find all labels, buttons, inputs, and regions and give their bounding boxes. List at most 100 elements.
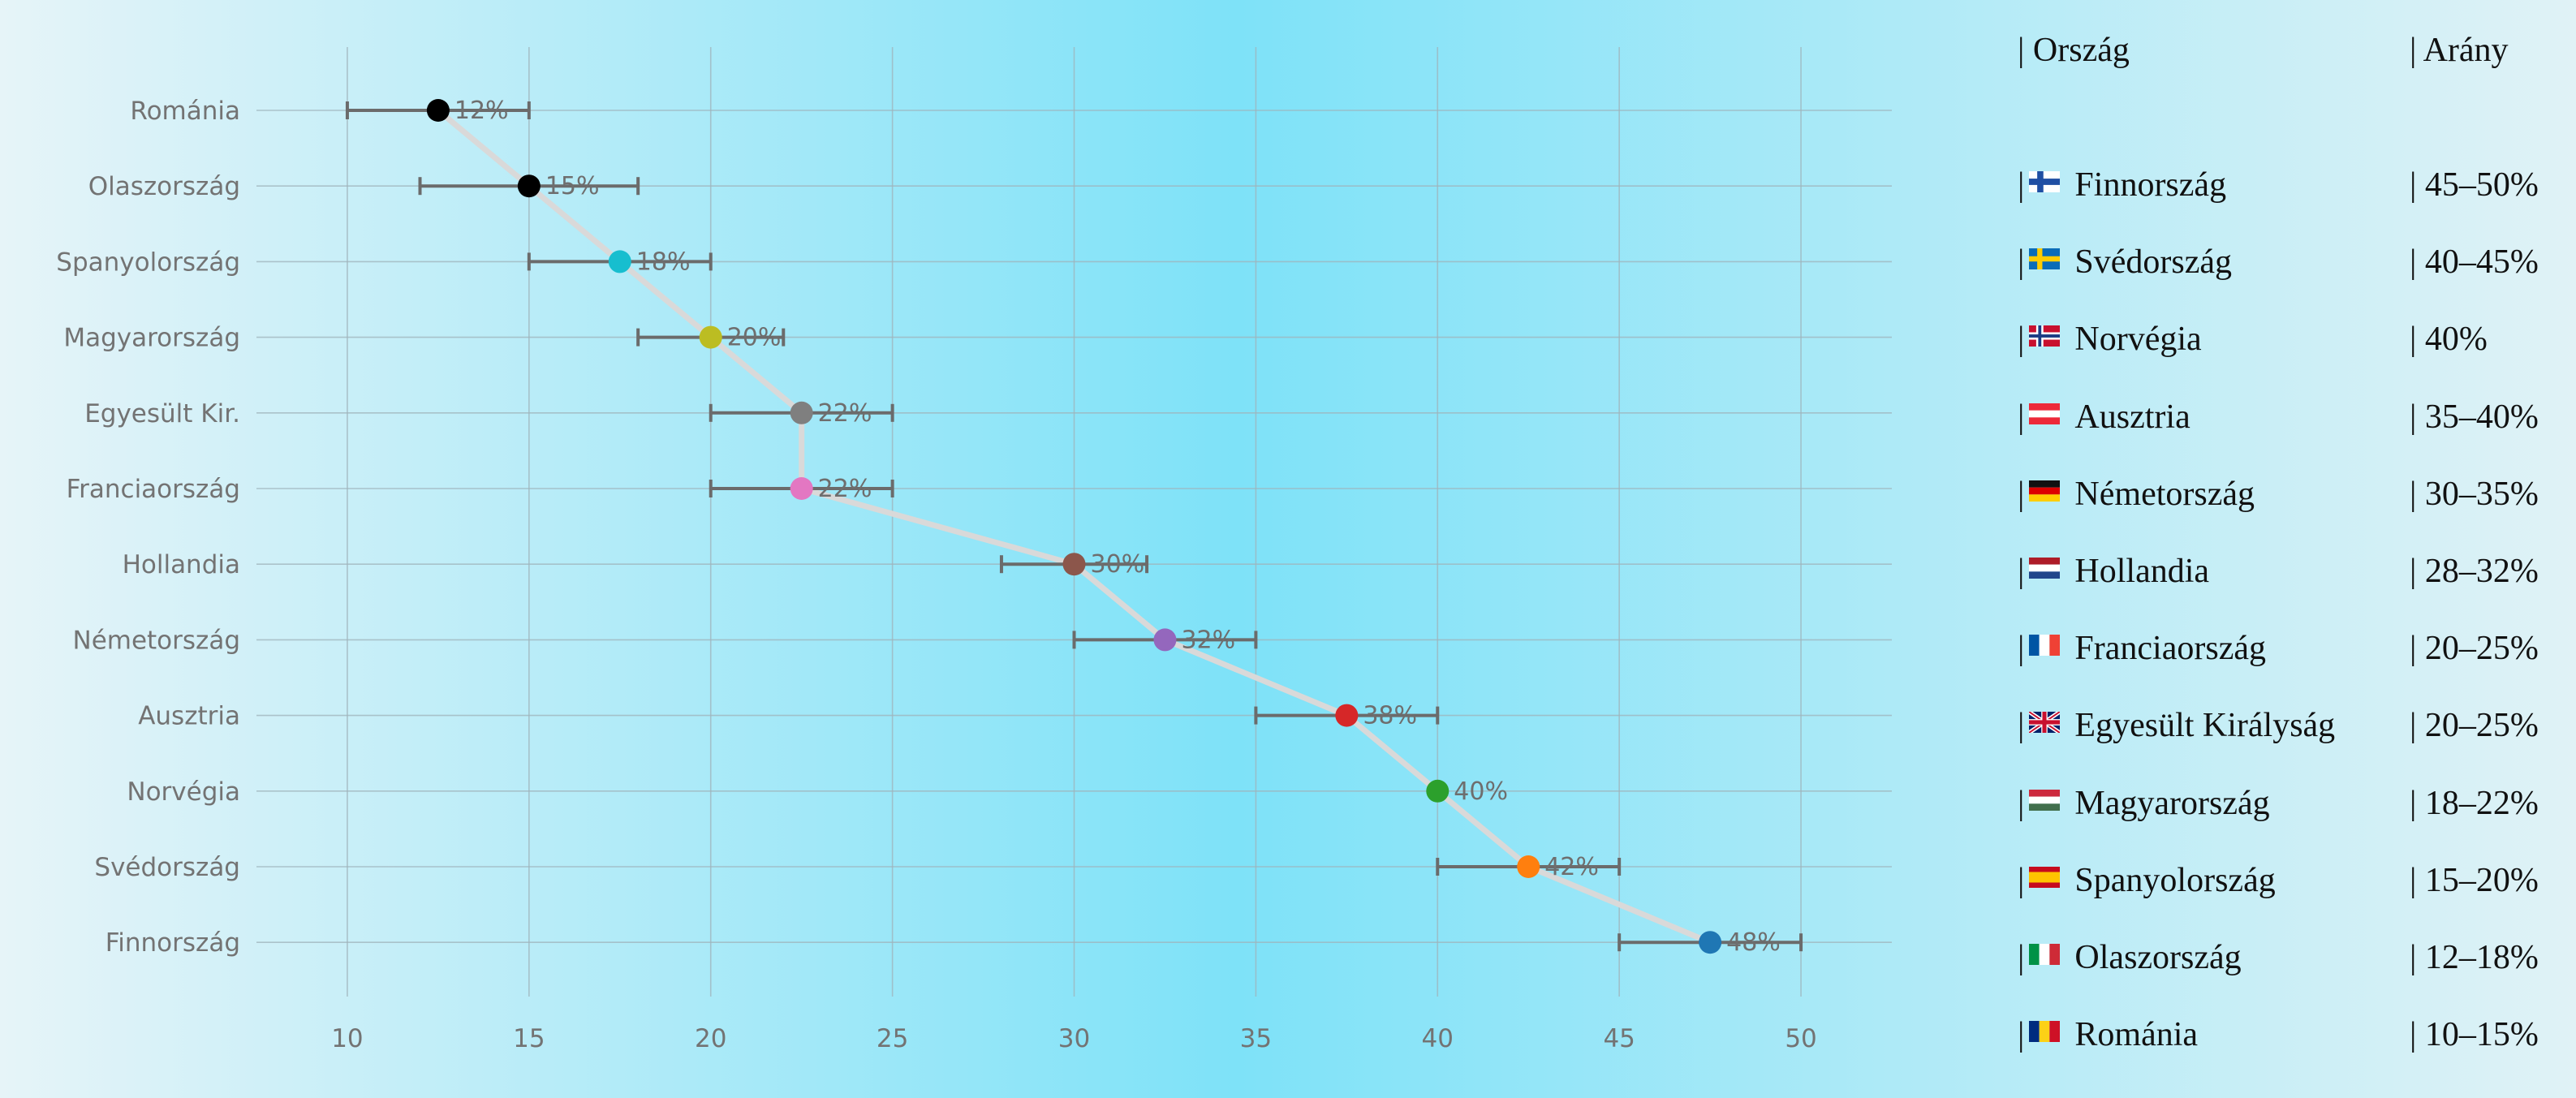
data-label: 22% — [818, 399, 872, 428]
data-point — [790, 401, 813, 424]
grid-lines — [256, 47, 1892, 997]
flag-de-icon — [2029, 480, 2061, 502]
table-row: | Svédország | 40–45% — [2018, 243, 2553, 291]
header-country: | Ország — [2018, 32, 2130, 69]
data-point — [1426, 779, 1450, 803]
x-tick-label: 10 — [331, 1024, 363, 1053]
x-tick-label: 30 — [1058, 1024, 1090, 1053]
data-points — [426, 99, 1722, 954]
ratio-cell: | 40% — [2410, 321, 2488, 359]
cell-separator: | — [2018, 1016, 2025, 1054]
data-label: 32% — [1181, 626, 1235, 654]
country-cell: | Olaszország — [2018, 938, 2242, 977]
country-cell: | Egyesült Királyság — [2018, 706, 2335, 745]
data-point — [1153, 628, 1177, 652]
flag-gb-icon — [2029, 712, 2061, 734]
table-row: | Németország | 30–35% — [2018, 475, 2553, 523]
y-category-label: Franciaország — [67, 475, 240, 504]
y-category-label: Hollandia — [123, 550, 240, 579]
y-axis-categories: Románia Olaszország Spanyolország Magyarors… — [56, 97, 240, 958]
cell-separator: | — [2018, 398, 2025, 436]
ratio-cell: | 12–18% — [2410, 939, 2539, 976]
data-point — [1062, 553, 1086, 576]
data-label: 42% — [1544, 853, 1599, 881]
country-cell: | Svédország — [2018, 243, 2232, 282]
flag-at-icon — [2029, 403, 2061, 424]
table-row: | Egyesült Királyság | 20–25% — [2018, 706, 2553, 755]
ratio-cell: | 35–40% — [2410, 398, 2539, 436]
table-row: | Finnország | 45–50% — [2018, 166, 2553, 214]
x-tick-label: 15 — [513, 1024, 545, 1053]
x-axis-ticks: 10 15 20 25 30 35 40 45 50 — [331, 1024, 1817, 1053]
country-name: Ausztria — [2074, 398, 2190, 436]
ratio-cell: | 10–15% — [2410, 1016, 2539, 1054]
data-point — [790, 477, 813, 500]
data-point — [608, 250, 631, 273]
y-category-label: Magyarország — [63, 324, 240, 353]
cell-separator: | — [2018, 784, 2025, 822]
country-name: Egyesült Királyság — [2074, 707, 2336, 745]
table-row: | Franciaország | 20–25% — [2018, 629, 2553, 678]
data-label: 30% — [1091, 550, 1145, 579]
cell-separator: | — [2018, 707, 2025, 745]
cell-separator: | — [2018, 166, 2025, 204]
data-label: 12% — [454, 97, 509, 125]
flag-fi-icon — [2029, 171, 2061, 192]
ratio-cell: | 20–25% — [2410, 707, 2539, 745]
y-category-label: Ausztria — [138, 702, 240, 731]
ratio-cell: | 40–45% — [2410, 243, 2539, 282]
data-label: 38% — [1363, 702, 1417, 730]
country-name: Norvégia — [2074, 321, 2202, 359]
country-cell: | Németország — [2018, 475, 2255, 514]
country-name: Finnország — [2074, 166, 2227, 204]
data-point — [699, 325, 722, 349]
data-label: 40% — [1454, 777, 1508, 806]
y-category-label: Románia — [130, 97, 240, 126]
cell-separator: | — [2018, 475, 2025, 513]
x-tick-label: 25 — [877, 1024, 908, 1053]
data-labels: 12% 15% 18% 20% 22% 22% 30% 32% 38% 40% 42% 48% — [454, 97, 1781, 957]
table-header: | Ország | Arány — [2018, 31, 2553, 80]
data-point — [426, 99, 450, 122]
ratio-cell: | 28–32% — [2410, 553, 2539, 590]
connector-line — [436, 108, 1712, 945]
country-name: Hollandia — [2074, 553, 2210, 590]
x-tick-label: 45 — [1603, 1024, 1635, 1053]
cell-separator: | — [2018, 939, 2025, 976]
country-name: Franciaország — [2074, 630, 2266, 668]
x-tick-label: 50 — [1785, 1024, 1816, 1053]
flag-se-icon — [2029, 248, 2061, 270]
flag-it-icon — [2029, 944, 2061, 965]
y-category-label: Egyesült Kir. — [84, 399, 240, 428]
table-row: | Spanyolország | 15–20% — [2018, 861, 2553, 910]
data-point — [1517, 855, 1540, 878]
ratio-cell: | 45–50% — [2410, 166, 2539, 204]
country-name: Németország — [2074, 475, 2255, 513]
country-name: Svédország — [2074, 243, 2233, 282]
data-label: 18% — [636, 248, 691, 276]
flag-nl-icon — [2029, 558, 2061, 579]
country-name: Magyarország — [2074, 784, 2270, 822]
series-connector-line — [436, 108, 1712, 945]
country-cell: | Románia — [2018, 1015, 2198, 1054]
country-cell: | Ausztria — [2018, 398, 2190, 437]
country-cell: | Magyarország — [2018, 784, 2270, 823]
table-row: | Ausztria | 35–40% — [2018, 398, 2553, 446]
x-tick-label: 35 — [1240, 1024, 1272, 1053]
country-cell: | Hollandia — [2018, 552, 2209, 591]
data-label: 22% — [818, 475, 872, 503]
country-cell: | Spanyolország — [2018, 861, 2276, 900]
flag-no-icon — [2029, 325, 2061, 347]
country-name: Románia — [2074, 1016, 2199, 1054]
table-row: | Románia | 10–15% — [2018, 1015, 2553, 1064]
table-row: | Magyarország | 18–22% — [2018, 784, 2553, 833]
ratio-dot-chart: 10 15 20 25 30 35 40 45 50 Románia Olaszország Spa… — [56, 47, 1892, 1053]
flag-es-icon — [2029, 866, 2061, 888]
table-row: | Norvégia | 40% — [2018, 320, 2553, 368]
country-cell: | Finnország — [2018, 166, 2226, 205]
y-category-label: Finnország — [106, 928, 240, 958]
y-category-label: Svédország — [94, 853, 240, 882]
cell-separator: | — [2018, 861, 2025, 899]
ratio-cell: | 15–20% — [2410, 861, 2539, 899]
y-category-label: Norvégia — [127, 777, 240, 807]
